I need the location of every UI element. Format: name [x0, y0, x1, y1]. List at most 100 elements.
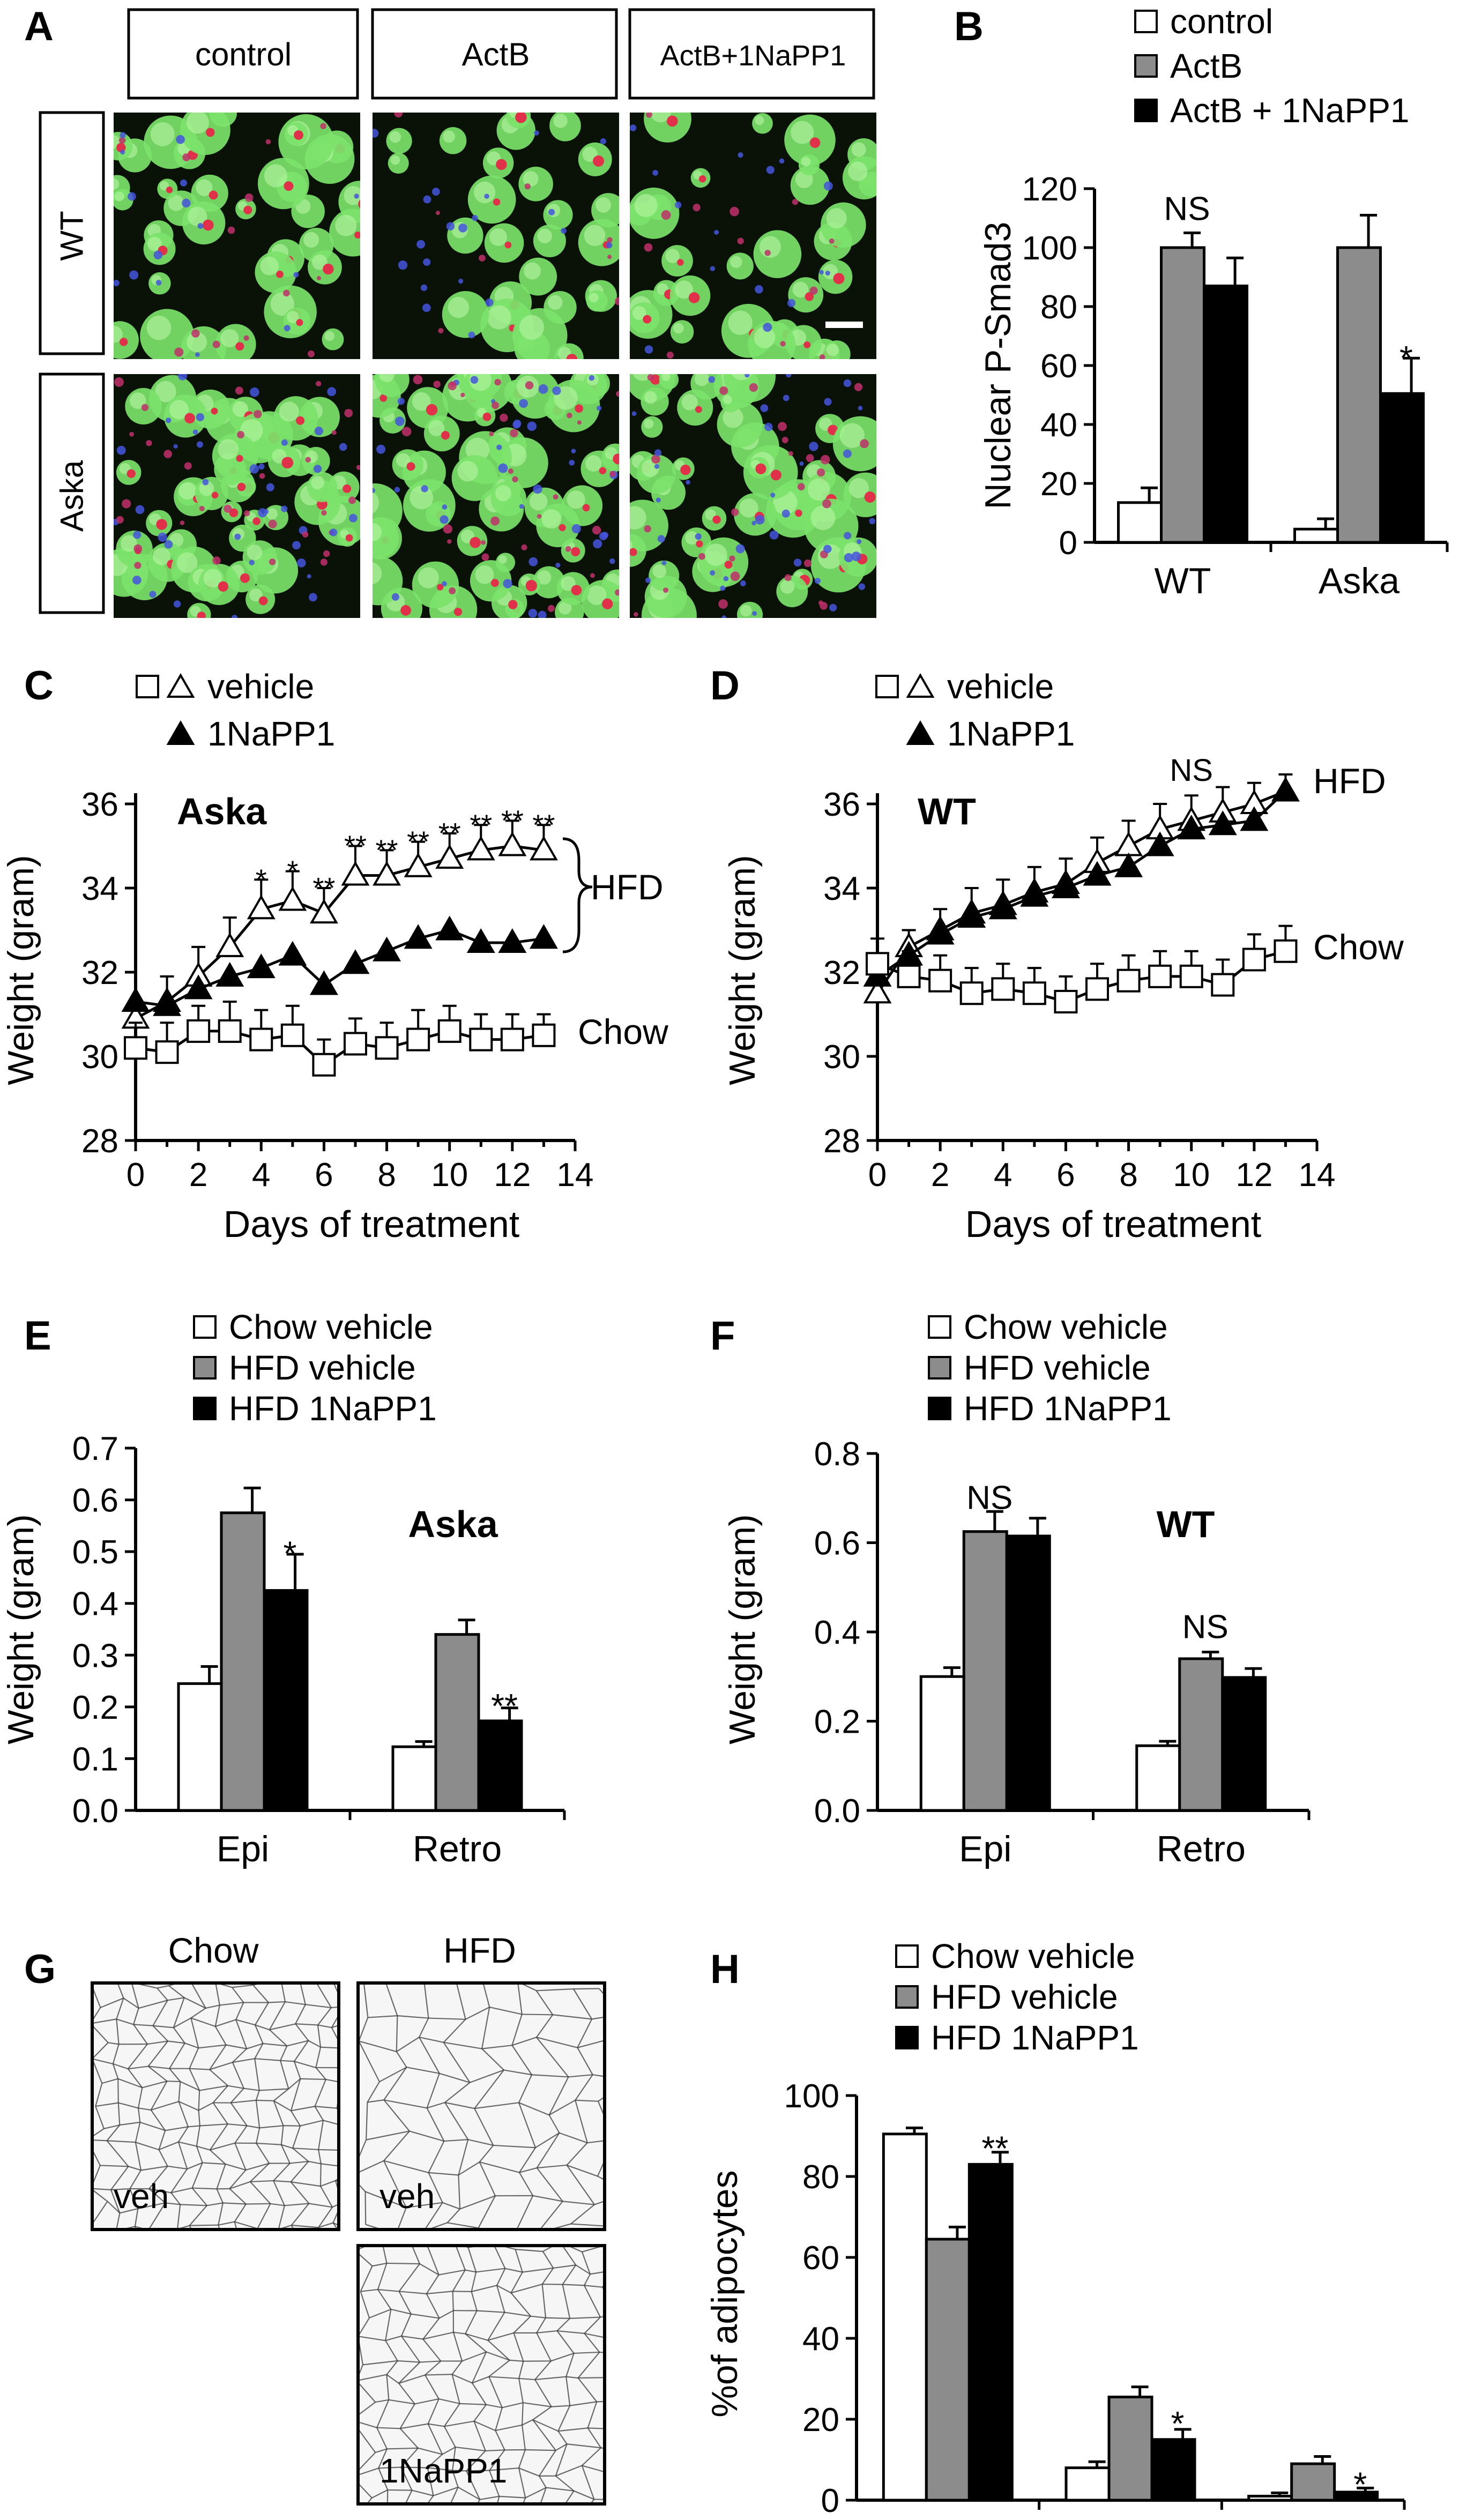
nucleus-dot — [283, 289, 290, 297]
nucleus-dot — [858, 406, 863, 411]
lipid-droplet — [168, 195, 184, 211]
nucleus-dot — [737, 237, 744, 244]
lipid-droplet — [675, 280, 694, 299]
nucleus-dot — [309, 593, 317, 602]
micrograph-aska-1 — [373, 374, 619, 618]
lipid-droplet — [266, 508, 278, 520]
nucleus-dot — [869, 518, 875, 525]
nucleus-dot — [779, 158, 785, 164]
nucleus-dot — [552, 386, 561, 396]
lipid-droplet — [249, 588, 263, 602]
lipid-droplet — [731, 374, 753, 381]
lipid-droplet — [153, 547, 171, 565]
nucleus-red — [296, 416, 305, 425]
y-tick-label: 0.4 — [72, 1586, 118, 1623]
lipid-droplet — [740, 605, 752, 617]
point-chow-2-day-0 — [124, 1036, 147, 1060]
nucleus-dot — [565, 546, 571, 552]
y-tick-label: 32 — [823, 955, 860, 991]
nucleus-red — [571, 547, 580, 556]
nucleus-dot — [652, 170, 658, 176]
nucleus-dot — [571, 449, 576, 454]
nucleus-dot — [249, 560, 255, 565]
lipid-droplet — [848, 478, 869, 498]
nucleus-dot — [180, 179, 188, 187]
nucleus-dot — [567, 413, 572, 419]
nucleus-dot — [844, 553, 854, 563]
bar-hfd-vehicle-epi — [220, 1511, 266, 1812]
nucleus-dot — [760, 404, 769, 412]
y-axis-label: Nuclear P-Smad3 — [978, 222, 1018, 510]
panel-B-chart: 0 20 40 60 80 100 120 WT Aska NS * control ActB ActB … — [978, 2, 1449, 601]
lipid-droplet — [705, 543, 727, 566]
lipid-droplet — [780, 579, 795, 594]
nucleus-red — [400, 605, 411, 616]
nucleus-dot — [645, 577, 651, 583]
lipid-droplet — [203, 569, 222, 588]
lipid-droplet — [188, 206, 207, 226]
point-chow-2-day-13 — [1274, 939, 1298, 963]
x-tick-label: 8 — [377, 1157, 396, 1194]
y-tick-label: 0 — [821, 2482, 839, 2519]
nucleus-red — [613, 453, 619, 465]
nucleus-dot — [599, 532, 608, 541]
y-tick-label: 0.0 — [814, 1793, 860, 1830]
category-label-Epi: Epi — [217, 1829, 269, 1869]
legend-triangle-filled-icon — [166, 720, 195, 745]
point-hfd-0-day-13 — [529, 836, 558, 861]
nucleus-dot — [440, 515, 449, 524]
nucleus-red — [795, 509, 802, 517]
nucleus-red — [276, 270, 284, 278]
column-header-actb-1napp1: ActB+1NaPP1 — [660, 40, 846, 72]
lipid-droplet — [264, 164, 288, 188]
lipid-droplet — [632, 306, 646, 320]
row-header-box-0 — [39, 111, 105, 355]
nucleus-dot — [647, 374, 654, 381]
point-hfd-1-day-7 — [1083, 861, 1112, 886]
lipid-droplet — [561, 576, 576, 591]
y-tick-label: 34 — [823, 870, 860, 907]
panel-letter-D: D — [710, 663, 740, 709]
nucleus-red — [805, 292, 814, 301]
nucleus-red — [630, 548, 637, 556]
micrograph-aska-2 — [630, 374, 876, 618]
nucleus-dot — [500, 413, 508, 422]
lipid-droplet — [739, 498, 758, 518]
nucleus-dot — [481, 553, 489, 561]
nucleus-dot — [548, 208, 555, 215]
lipid-droplet — [665, 249, 680, 263]
nucleus-dot — [258, 463, 265, 470]
nucleus-red — [667, 115, 678, 127]
lipid-droplet — [694, 374, 709, 386]
lipid-droplet — [344, 186, 360, 205]
annotation-4: ** — [376, 834, 398, 866]
point-chow-2-day-1 — [897, 964, 921, 988]
nucleus-dot — [755, 285, 763, 294]
nucleus-red — [296, 319, 303, 326]
nucleus-dot — [778, 422, 787, 431]
point-chow-2-day-10 — [1179, 964, 1203, 988]
nucleus-dot — [693, 204, 701, 212]
lipid-droplet — [826, 208, 847, 229]
legend-triangle-open-icon — [166, 673, 195, 698]
legend-label-1: HFD vehicle — [931, 1978, 1118, 2016]
nucleus-red — [252, 517, 260, 525]
nucleus-dot — [458, 223, 467, 233]
point-hfd-1-day-1 — [153, 991, 182, 1016]
lipid-droplet — [120, 535, 137, 552]
annotation-2: * — [1353, 2465, 1367, 2503]
lipid-droplet — [146, 316, 172, 340]
point-hfd-1-day-4 — [247, 953, 276, 979]
legend-swatch-1 — [1134, 54, 1158, 78]
point-chow-2-day-4 — [249, 1027, 273, 1052]
panel-letter-C: C — [24, 663, 54, 709]
nucleus-dot — [721, 615, 726, 618]
lipid-droplet — [247, 545, 263, 561]
lipid-droplet — [630, 506, 646, 530]
nucleus-dot — [296, 558, 306, 568]
nucleus-dot — [512, 476, 518, 483]
legend-label-0: Chow vehicle — [964, 1308, 1168, 1346]
point-hfd-1-day-2 — [926, 920, 955, 945]
panel-letter-E: E — [24, 1313, 51, 1359]
